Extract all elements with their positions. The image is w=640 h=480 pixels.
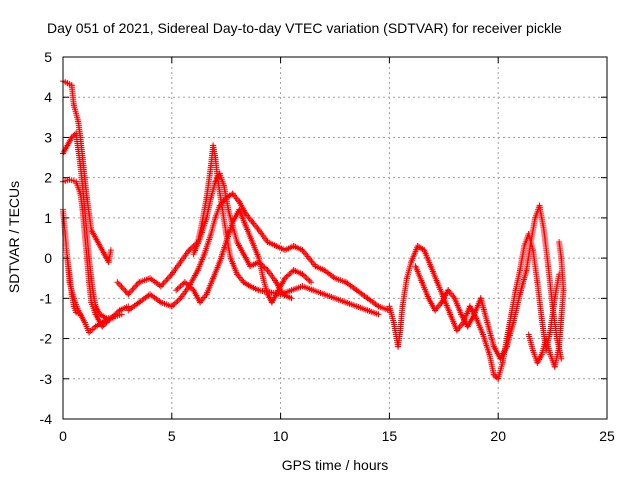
data-marker-run (112, 311, 125, 320)
data-marker-run (477, 295, 491, 326)
y-tick-label: 1 (44, 210, 52, 226)
x-tick-label: 5 (168, 428, 176, 444)
series-track-l (525, 239, 567, 370)
data-marker-run (86, 279, 95, 306)
y-tick-label: 2 (44, 170, 52, 186)
y-tick-label: 0 (44, 250, 52, 266)
y-axis-title: SDTVAR / TECUs (6, 181, 22, 293)
y-tick-label: -1 (40, 290, 53, 306)
plot-frame (62, 56, 608, 420)
data-marker-run (451, 295, 465, 318)
x-tick-label: 10 (273, 428, 289, 444)
data-marker-run (399, 275, 410, 310)
data-marker-run (105, 247, 114, 266)
data-marker-run (194, 251, 208, 274)
data-marker-run (203, 275, 217, 298)
data-marker-run (473, 315, 486, 338)
data-marker-run (534, 279, 545, 322)
series-track-a (60, 78, 114, 266)
grid-layer (63, 57, 607, 419)
series-track-h (173, 206, 315, 306)
data-marker-run (60, 206, 69, 237)
data-marker-run (73, 309, 84, 318)
data-marker-run (364, 307, 382, 318)
data-layer (60, 78, 567, 382)
data-marker-run (545, 263, 556, 310)
series-track-e (64, 255, 84, 318)
data-marker-run (190, 235, 204, 258)
y-tick-label: -3 (40, 371, 53, 387)
x-axis-title: GPS time / hours (282, 457, 389, 473)
data-marker-run (540, 227, 552, 270)
data-marker-run (530, 247, 541, 286)
y-tick-label: 4 (44, 89, 52, 105)
data-marker-run (412, 263, 425, 286)
x-tick-label: 15 (382, 428, 398, 444)
data-marker-run (558, 287, 567, 322)
data-marker-run (551, 271, 563, 302)
x-tick-label: 20 (490, 428, 506, 444)
data-marker-run (397, 303, 406, 334)
data-marker-run (216, 239, 230, 266)
series-track-c (60, 176, 132, 330)
data-marker-run (64, 80, 75, 89)
data-marker-run (210, 259, 223, 282)
series-track-g (125, 190, 393, 314)
data-marker-run (480, 331, 493, 358)
data-marker-run (299, 271, 315, 286)
y-tick-label: 5 (44, 49, 52, 65)
data-marker-run (408, 243, 421, 266)
y-tick-label: -2 (40, 331, 53, 347)
data-marker-run (201, 231, 214, 258)
series-track-k (412, 202, 565, 362)
data-marker-run (249, 239, 262, 262)
data-marker-run (279, 291, 295, 302)
data-marker-run (421, 247, 434, 270)
data-marker-run (527, 214, 539, 245)
data-marker-run (558, 255, 567, 294)
data-marker-run (242, 222, 256, 245)
data-marker-run (236, 206, 249, 229)
axes-layer: 0 5 10 15 20 25 -4 -3 -2 -1 0 1 2 3 4 5 (40, 49, 615, 444)
data-marker-run (79, 206, 88, 237)
data-marker-run (116, 303, 132, 314)
y-tick-label: 3 (44, 129, 52, 145)
data-marker-run (427, 263, 441, 286)
chart-title: Day 051 of 2021, Sidereal Day-to-day VTE… (47, 20, 562, 36)
x-tick-label: 25 (599, 428, 615, 444)
data-marker-run (197, 214, 210, 241)
x-tick-label: 0 (59, 428, 67, 444)
data-marker-run (419, 279, 432, 302)
data-marker-run (227, 255, 241, 278)
y-tick-label: -4 (40, 411, 53, 427)
series-track-i (190, 170, 295, 302)
data-marker-run (556, 239, 565, 262)
